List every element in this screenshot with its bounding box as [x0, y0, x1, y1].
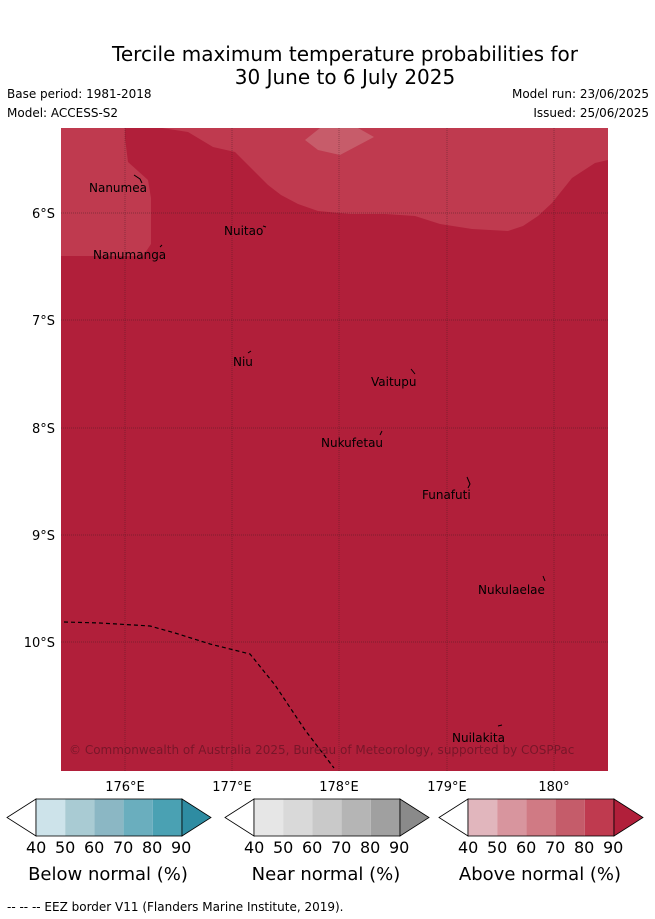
model-run: Model run: 23/06/2025 — [511, 87, 649, 101]
base-period: Base period: 1981-2018 — [7, 87, 152, 101]
map-title-line1: Tercile maximum temperature probabilitie… — [112, 42, 578, 66]
tick-label: 80 — [360, 838, 381, 857]
colorbar-below-ticks: 40 50 60 70 80 90 40 50 60 70 80 90 40 5… — [0, 838, 655, 858]
model-name: Model: ACCESS-S2 — [7, 106, 119, 120]
place-label-niu: Niu — [233, 355, 253, 369]
colorbar-segment — [65, 799, 95, 836]
copyright-notice: © Commonwealth of Australia 2025, Bureau… — [69, 743, 574, 757]
eez-legend-note: -- -- -- EEZ border V11 (Flanders Marine… — [7, 900, 344, 914]
lon-label: 177°E — [212, 780, 252, 795]
tick-label: 70 — [331, 838, 352, 857]
colorbar-extend-high — [399, 798, 430, 837]
colorbar-extend-low — [224, 798, 255, 837]
tick-label: 60 — [302, 838, 323, 857]
colorbar-segment — [370, 799, 400, 836]
tick-label: 70 — [545, 838, 566, 857]
colorbar-segment — [497, 799, 527, 836]
tick-label: 40 — [458, 838, 479, 857]
colorbar-segment — [526, 799, 556, 836]
island-nukulaelae-shape — [542, 575, 546, 582]
tick-label: 50 — [55, 838, 76, 857]
issued-date: Issued: 25/06/2025 — [533, 106, 649, 120]
colorbar-segment — [36, 799, 66, 836]
colorbar-segment — [312, 799, 342, 836]
island-nanumea-shape — [133, 174, 143, 184]
probability-area-above-90 — [61, 128, 608, 771]
tick-label: 90 — [603, 838, 624, 857]
tick-label: 70 — [113, 838, 134, 857]
tick-label: 80 — [142, 838, 163, 857]
colorbar-segment — [468, 799, 498, 836]
island-vaitupu-shape — [410, 368, 416, 375]
place-label-nuilakita: Nuilakita — [452, 731, 505, 745]
place-label-nukufetau: Nukufetau — [321, 436, 383, 450]
place-label-vaitupu: Vaitupu — [371, 375, 417, 389]
place-label-nanumanga: Nanumanga — [93, 248, 166, 262]
probability-area-above-80 — [61, 128, 151, 256]
lat-label: 6°S — [32, 207, 55, 222]
probability-area-above-80-north — [125, 128, 608, 231]
lat-label: 7°S — [32, 314, 55, 329]
tick-label: 60 — [84, 838, 105, 857]
island-nukufetau-shape — [379, 430, 383, 436]
colorbar-near-title: Near normal (%) — [251, 864, 401, 885]
colorbar-near-normal — [224, 798, 430, 837]
probability-area-above-70 — [305, 128, 374, 155]
island-nuitao-shape — [262, 225, 267, 228]
islands — [133, 174, 546, 727]
lat-label: 9°S — [32, 529, 55, 544]
colorbar-below-title: Below normal (%) — [28, 864, 188, 885]
tick-label: 40 — [244, 838, 265, 857]
colorbar-segment — [94, 799, 124, 836]
colorbar-extend-low — [6, 798, 37, 837]
colorbar-segment — [555, 799, 585, 836]
tick-label: 80 — [574, 838, 595, 857]
tick-label: 90 — [171, 838, 192, 857]
lon-label: 176°E — [105, 780, 145, 795]
lon-label: 180° — [538, 780, 569, 795]
colorbar-segment — [584, 799, 614, 836]
colorbar-above-title: Above normal (%) — [458, 864, 622, 885]
colorbar-below-normal — [6, 798, 212, 837]
island-nanumanga-shape — [159, 244, 163, 248]
tick-label: 50 — [273, 838, 294, 857]
colorbar-segment — [123, 799, 153, 836]
colorbar-extend-low — [438, 798, 469, 837]
tick-label: 90 — [389, 838, 410, 857]
lat-label: 10°S — [24, 636, 55, 651]
place-label-nanumea: Nanumea — [89, 181, 147, 195]
lon-label: 179°E — [427, 780, 467, 795]
colorbar-segment — [254, 799, 284, 836]
colorbar-segment — [341, 799, 371, 836]
colorbar-extend-high — [181, 798, 212, 837]
map-title-line2: 30 June to 6 July 2025 — [234, 65, 456, 89]
place-label-nuitao: Nuitao — [224, 224, 263, 238]
eez-border — [63, 621, 335, 769]
lon-label: 178°E — [319, 780, 359, 795]
colorbar-segment — [283, 799, 313, 836]
island-niu-shape — [247, 350, 252, 354]
island-nuilakita-shape — [497, 724, 503, 727]
colorbar-segment — [152, 799, 182, 836]
place-label-funafuti: Funafuti — [422, 488, 471, 502]
colorbar-above-normal — [438, 798, 644, 837]
tick-label: 40 — [26, 838, 47, 857]
colorbar-extend-high — [613, 798, 644, 837]
island-funafuti-shape — [466, 476, 471, 489]
tick-label: 50 — [487, 838, 508, 857]
lat-label: 8°S — [32, 422, 55, 437]
tick-label: 60 — [516, 838, 537, 857]
place-label-nukulaelae: Nukulaelae — [478, 583, 545, 597]
